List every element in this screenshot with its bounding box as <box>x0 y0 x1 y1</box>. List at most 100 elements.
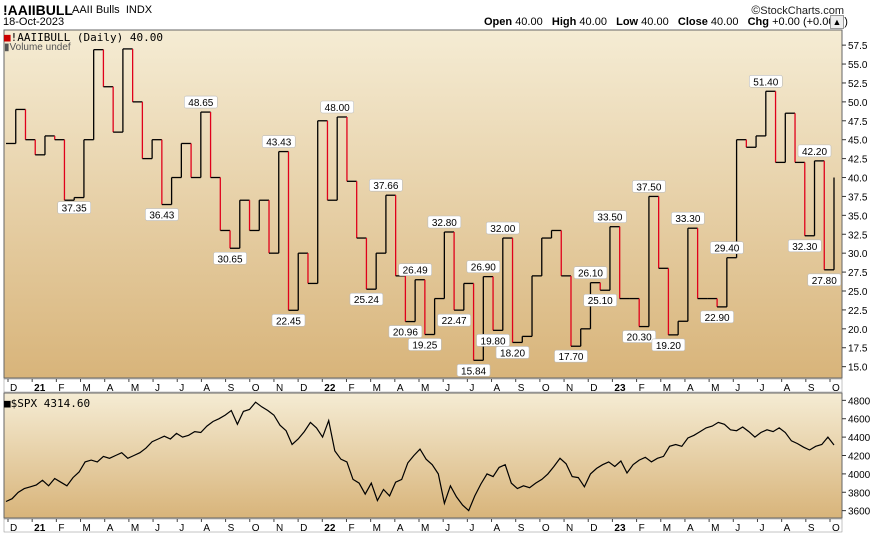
aaii-xtick-label: J <box>469 383 474 394</box>
aaii-data-label: 25.24 <box>354 295 379 306</box>
spx-xtick-label: N <box>276 523 283 534</box>
aaii-xtick-label: J <box>445 383 450 394</box>
spx-pane-marker: ■ <box>4 397 11 410</box>
chart-date: 18-Oct-2023 <box>3 16 65 28</box>
aaii-data-label: 26.10 <box>578 269 603 280</box>
spx-series-line <box>5 401 835 512</box>
aaii-data-label: 29.40 <box>714 244 739 255</box>
aaii-data-label: 32.30 <box>792 242 817 253</box>
aaii-data-label: 33.50 <box>597 213 622 224</box>
symbol-description: AAII Bulls INDX <box>72 4 152 16</box>
spx-xtick-label: F <box>348 523 354 534</box>
aaii-data-label-box <box>369 178 403 192</box>
spx-ytick-label: 4400 <box>848 433 871 444</box>
aaii-data-label-box <box>408 338 442 351</box>
aaii-data-label-box <box>398 263 432 277</box>
aaii-ytick-label: 15.0 <box>848 363 868 374</box>
aaii-xtick-label: F <box>58 383 64 394</box>
spx-xtick-label: A <box>784 523 791 534</box>
aaii-data-label: 37.66 <box>373 181 398 192</box>
spx-xtick-label: D <box>300 523 307 534</box>
aaii-data-label: 18.20 <box>500 348 525 359</box>
spx-xtick-label: J <box>179 523 184 534</box>
aaii-data-label-box <box>671 211 705 225</box>
high-value: 40.00 <box>579 16 607 28</box>
chart-header: !AAIIBULL AAII Bulls INDX 18-Oct-2023 Op… <box>0 0 874 30</box>
open-value: 40.00 <box>515 16 543 28</box>
aaii-ytick-label: 17.5 <box>848 344 868 355</box>
aaii-data-label-box <box>593 210 627 223</box>
aaii-ytick-label: 27.5 <box>848 268 868 279</box>
aaii-data-label: 22.47 <box>442 316 467 327</box>
spx-xtick-label: M <box>711 523 719 534</box>
volume-label-text: Volume undef <box>9 42 71 53</box>
aaii-data-label: 26.90 <box>471 263 496 274</box>
aaii-xtick-label: M <box>711 383 719 394</box>
chg-label: Chg <box>747 16 769 28</box>
aaii-data-label: 22.45 <box>276 316 301 327</box>
aaii-xtick-label: S <box>808 383 815 394</box>
aaii-data-label-box <box>554 349 588 363</box>
aaii-data-label-box <box>184 95 218 109</box>
aaii-data-label: 20.30 <box>627 333 652 344</box>
aaii-data-label: 43.43 <box>266 138 291 149</box>
volume-label: ▮Volume undef <box>4 42 71 53</box>
aaii-data-label: 37.35 <box>62 204 87 215</box>
spx-xtick-label: D <box>590 523 597 534</box>
spx-xtick-label: M <box>663 523 671 534</box>
spx-xtick-label: J <box>155 523 160 534</box>
aaii-data-label-box <box>427 215 462 229</box>
aaii-ytick-label: 57.5 <box>848 41 868 52</box>
spx-xtick-label: 22 <box>324 523 336 534</box>
aaii-data-label: 19.25 <box>412 341 437 352</box>
spx-xtick-label: M <box>131 523 139 534</box>
aaii-data-label: 33.30 <box>675 214 700 225</box>
scroll-up-button[interactable]: ▲ <box>830 15 844 29</box>
spx-xtick-label: O <box>252 523 260 534</box>
aaii-data-label-box <box>320 100 355 114</box>
main-pane-marker: ■ <box>4 31 11 44</box>
aaii-data-label-box <box>349 292 384 306</box>
spx-xtick-label: O <box>832 523 840 534</box>
aaii-data-label: 17.70 <box>558 352 583 363</box>
aaii-xtick-label: A <box>107 383 114 394</box>
spx-pane-title-text: $SPX 4314.60 <box>10 397 91 410</box>
aaii-data-label: 37.50 <box>636 182 661 193</box>
spx-xtick-label: A <box>107 523 114 534</box>
aaii-xtick-label: M <box>83 383 91 394</box>
aaii-xtick-label: J <box>759 383 764 394</box>
high-label: High <box>551 16 577 28</box>
spx-xtick-label: A <box>494 523 501 534</box>
aaii-data-label-box <box>437 313 471 327</box>
aaii-ytick-label: 45.0 <box>848 136 868 147</box>
aaii-data-label-box <box>807 273 842 287</box>
aaii-ytick-label: 40.0 <box>848 174 868 185</box>
aaii-data-label: 25.10 <box>588 296 613 307</box>
brand-name: StockCharts.com <box>760 5 844 17</box>
spx-xtick-label: J <box>469 523 474 534</box>
aaii-xtick-label: J <box>179 383 184 394</box>
aaii-data-label-box <box>797 144 832 158</box>
close-label: Close <box>677 16 708 28</box>
spx-ytick-label: 4000 <box>848 470 871 481</box>
aaii-data-label-box <box>388 325 423 338</box>
spx-xtick-label: A <box>397 523 404 534</box>
aaii-data-label-box <box>495 346 530 359</box>
aaii-data-label-box <box>700 310 734 324</box>
aaii-data-label: 19.20 <box>656 341 681 352</box>
spx-ytick-label: 4600 <box>848 415 871 426</box>
aaii-ytick-label: 42.5 <box>848 155 868 166</box>
aaii-xtick-label: A <box>494 383 501 394</box>
aaii-xtick-label: D <box>300 383 307 394</box>
spx-xtick-label: S <box>808 523 815 534</box>
main-pane-title: ■!AAIIBULL (Daily) 40.00 <box>4 31 163 44</box>
aaii-ytick-label: 50.0 <box>848 98 868 109</box>
aaii-data-label-box <box>145 208 179 221</box>
spx-xtick-label: F <box>639 523 645 534</box>
aaii-xtick-label: O <box>832 383 840 394</box>
spx-xtick-label: M <box>421 523 429 534</box>
aaii-xtick-label: A <box>784 383 791 394</box>
spx-xtick-label: J <box>759 523 764 534</box>
aaii-data-label-box <box>271 313 306 327</box>
